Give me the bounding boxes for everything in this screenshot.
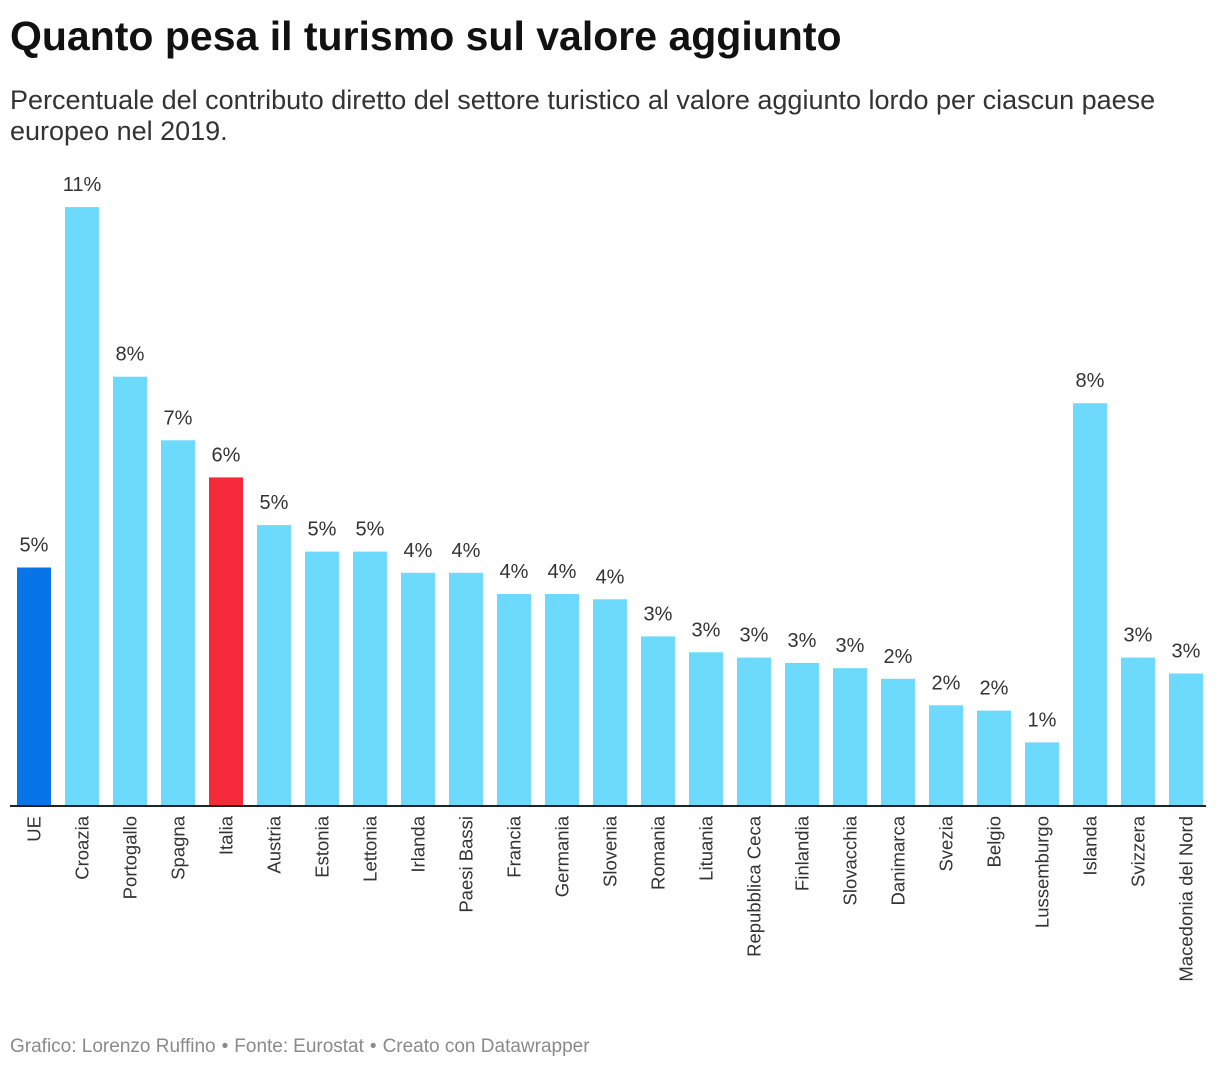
bar-macedonia-del-nord[interactable] <box>1169 673 1203 807</box>
value-label-belgio: 2% <box>980 678 1009 700</box>
category-label-irlanda: Irlanda <box>408 815 429 872</box>
category-label-croazia: Croazia <box>72 815 93 879</box>
value-label-croazia: 11% <box>63 174 102 196</box>
footer-byline: Grafico: Lorenzo Ruffino <box>10 1036 216 1057</box>
value-label-romania: 3% <box>644 603 673 625</box>
bar-estonia[interactable] <box>305 551 339 806</box>
value-label-francia: 4% <box>500 561 529 583</box>
category-label-repubblica-ceca: Repubblica Ceca <box>744 815 765 957</box>
value-label-irlanda: 4% <box>404 540 433 562</box>
bar-lettonia[interactable] <box>353 551 387 806</box>
category-label-belgio: Belgio <box>984 816 1005 867</box>
value-label-macedonia-del-nord: 3% <box>1172 641 1201 663</box>
category-label-slovacchia: Slovacchia <box>840 815 861 905</box>
value-label-lettonia: 5% <box>356 519 385 541</box>
category-label-estonia: Estonia <box>312 815 333 877</box>
bar-croazia[interactable] <box>65 207 99 807</box>
bar-lussemburgo[interactable] <box>1025 742 1059 806</box>
category-label-austria: Austria <box>264 815 285 873</box>
category-label-portogallo: Portogallo <box>120 816 141 899</box>
value-label-germania: 4% <box>548 561 577 583</box>
footer-made-with-link[interactable]: Creato con Datawrapper <box>382 1036 590 1057</box>
category-label-macedonia-del-nord: Macedonia del Nord <box>1176 816 1197 982</box>
value-label-islanda: 8% <box>1076 370 1105 392</box>
value-label-danimarca: 2% <box>884 646 913 668</box>
bar-finlandia[interactable] <box>785 662 819 806</box>
category-label-ue: UE <box>24 816 45 842</box>
bar-portogallo[interactable] <box>113 376 147 806</box>
chart-footer: Grafico: Lorenzo Ruffino • Fonte: Eurostat •… <box>10 1034 590 1060</box>
chart-subtitle: Percentuale del contributo diretto del s… <box>10 85 1156 146</box>
value-label-slovacchia: 3% <box>836 635 865 657</box>
category-label-svizzera: Svizzera <box>1128 815 1149 887</box>
footer-separator: • <box>369 1036 377 1057</box>
bar-paesi-bassi[interactable] <box>449 572 483 806</box>
bar-romania[interactable] <box>641 636 675 806</box>
value-label-lituania: 3% <box>692 619 721 641</box>
value-label-svizzera: 3% <box>1124 625 1153 647</box>
category-label-finlandia: Finlandia <box>792 815 813 891</box>
category-label-lituania: Lituania <box>696 815 717 881</box>
bar-chart: 5% UE 11% Croazia 8% Portogallo 7% Spagna 6% Ital… <box>10 174 1206 982</box>
category-label-slovenia: Slovenia <box>600 815 621 887</box>
bar-slovenia[interactable] <box>593 599 627 806</box>
value-label-slovenia: 4% <box>596 566 625 588</box>
value-label-repubblica-ceca: 3% <box>740 625 769 647</box>
chart-title: Quanto pesa il turismo sul valore aggiun… <box>10 13 842 59</box>
bar-svizzera[interactable] <box>1121 657 1155 806</box>
value-label-estonia: 5% <box>308 519 337 541</box>
bar-svezia[interactable] <box>929 705 963 806</box>
category-label-spagna: Spagna <box>168 815 189 879</box>
footer-source-label: Fonte: <box>234 1036 289 1057</box>
category-label-lussemburgo: Lussemburgo <box>1032 816 1053 928</box>
category-label-romania: Romania <box>648 815 669 890</box>
bar-irlanda[interactable] <box>401 572 435 806</box>
value-label-italia: 6% <box>212 444 241 466</box>
bar-austria[interactable] <box>257 525 291 806</box>
bar-italia[interactable] <box>209 477 243 806</box>
category-label-danimarca: Danimarca <box>888 815 909 905</box>
bar-ue[interactable] <box>17 567 51 807</box>
bar-lituania[interactable] <box>689 652 723 806</box>
bar-repubblica-ceca[interactable] <box>737 657 771 806</box>
bar-spagna[interactable] <box>161 440 195 806</box>
category-label-francia: Francia <box>504 815 525 877</box>
footer-source-link[interactable]: Eurostat <box>293 1036 364 1057</box>
footer-separator: • <box>221 1036 229 1057</box>
value-label-ue: 5% <box>20 535 49 557</box>
value-label-lussemburgo: 1% <box>1028 709 1057 731</box>
value-label-spagna: 7% <box>164 407 193 429</box>
value-label-austria: 5% <box>260 492 289 514</box>
category-label-germania: Germania <box>552 815 573 897</box>
bar-belgio[interactable] <box>977 710 1011 806</box>
value-label-finlandia: 3% <box>788 630 817 652</box>
bar-francia[interactable] <box>497 594 531 806</box>
category-label-svezia: Svezia <box>936 815 957 871</box>
category-label-paesi-bassi: Paesi Bassi <box>456 816 477 913</box>
value-label-svezia: 2% <box>932 672 961 694</box>
bar-danimarca[interactable] <box>881 678 915 806</box>
bar-germania[interactable] <box>545 594 579 806</box>
category-label-islanda: Islanda <box>1080 815 1101 875</box>
bar-slovacchia[interactable] <box>833 668 867 806</box>
bar-islanda[interactable] <box>1073 403 1107 806</box>
category-label-lettonia: Lettonia <box>360 815 381 882</box>
value-label-portogallo: 8% <box>116 344 145 366</box>
value-label-paesi-bassi: 4% <box>452 540 481 562</box>
category-label-italia: Italia <box>216 815 237 855</box>
